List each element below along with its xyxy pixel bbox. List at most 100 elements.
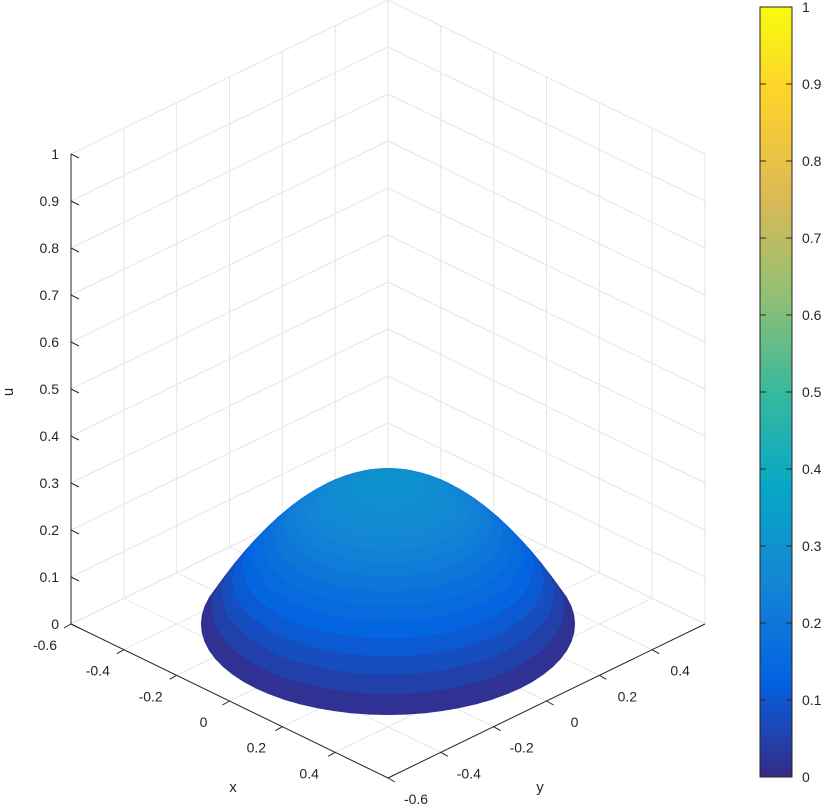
y-tick-mark (599, 674, 607, 680)
y-tick-mark (546, 700, 554, 706)
y-tick-mark (651, 649, 660, 655)
surface-facet (378, 550, 389, 564)
z-tick-mark (70, 294, 80, 300)
colorbar-tick-label: 0.5 (802, 384, 822, 400)
colorbar-tick-label: 0.4 (802, 461, 822, 477)
surface-facet (365, 575, 379, 592)
x-tick-label: 0.2 (247, 740, 267, 756)
colorbar-tick-label: 0.7 (802, 230, 822, 246)
z-tick-label: 0.2 (40, 522, 60, 538)
colorbar: 0 0.1 0.2 0.3 0.4 0.5 0.6 0.7 0.8 0.9 1 (759, 0, 822, 785)
surface-facet (371, 655, 389, 676)
surface-facet (387, 655, 405, 676)
surface-facet (404, 692, 425, 715)
surface-facet (387, 590, 401, 607)
surface-facet (422, 690, 443, 714)
surface-facet (402, 654, 421, 676)
colorbar-tick-label: 0.6 (802, 307, 822, 323)
x-tick-label: -0.6 (33, 637, 57, 653)
y-tick-mark (387, 777, 396, 783)
surface-facet (316, 687, 338, 712)
surface-facet (387, 576, 400, 592)
surface-facet (351, 692, 372, 715)
z-tick-mark (70, 529, 80, 535)
surface-facet (399, 604, 415, 623)
surface-facet (387, 539, 397, 552)
z-tick-mark (70, 200, 80, 206)
surface-mesh (200, 468, 576, 716)
y-tick-label: 0.4 (670, 663, 690, 679)
surface-facet (387, 550, 398, 564)
colorbar-tick-label: 0.1 (802, 692, 822, 708)
x-tick-label: -0.4 (86, 663, 110, 679)
y-tick-label: -0.4 (457, 765, 481, 781)
z-tick-label: 0.7 (40, 287, 60, 303)
surface-facet (413, 618, 431, 638)
colorbar-ticks: 0 0.1 0.2 0.3 0.4 0.5 0.6 0.7 0.8 0.9 1 (760, 0, 822, 785)
y-tick-label: 0.2 (618, 688, 638, 704)
y-axis-label: y (536, 779, 544, 796)
surface-facet (397, 575, 411, 592)
x-tick-mark (275, 726, 283, 732)
colorbar-tick-label: 0.3 (802, 538, 822, 554)
colorbar-tick-label: 0.8 (802, 153, 822, 169)
surface-facet (387, 674, 406, 695)
surface-facet (379, 539, 389, 552)
z-tick-label: 0.8 (40, 240, 60, 256)
x-tick-mark (222, 700, 230, 706)
surface-facet (345, 618, 363, 638)
z-tick-mark (70, 482, 80, 488)
z-tick-mark (70, 341, 80, 347)
y-tick-label: -0.2 (510, 740, 534, 756)
surface-facet (370, 674, 389, 695)
x-tick-mark (169, 674, 177, 680)
z-tick-label: 0.4 (40, 428, 60, 444)
colorbar-tick-label: 0 (802, 769, 810, 785)
colorbar-tick-label: 0.2 (802, 615, 822, 631)
surface-facet (387, 638, 404, 657)
surface-facet (420, 671, 440, 694)
x-tick-label: -0.2 (139, 688, 163, 704)
surface-facet (369, 693, 389, 716)
surface-facet (387, 693, 407, 716)
surface-facet (339, 652, 358, 674)
surface-facet (387, 518, 395, 530)
x-tick-label: 0.4 (299, 765, 319, 781)
surface-facet (401, 637, 419, 657)
z-axis-label: u (0, 388, 17, 396)
surface-facet (387, 621, 403, 640)
colorbar-tick-label: 1 (802, 0, 810, 15)
surface-facet (418, 652, 437, 674)
y-tick-label: -0.6 (404, 791, 428, 805)
z-tick-mark (70, 623, 80, 629)
z-tick-mark (70, 153, 80, 159)
z-tick-label: 0.6 (40, 334, 60, 350)
surface-facet (355, 654, 374, 676)
z-tick-label: 0.3 (40, 475, 60, 491)
surface-facet (361, 604, 377, 623)
x-tick-mark (116, 649, 125, 655)
surface-facet (398, 589, 413, 607)
surface-facet (400, 620, 417, 639)
colorbar-tick-label: 0.9 (802, 76, 822, 92)
surface-facet (383, 501, 389, 511)
surface-facet (372, 638, 389, 657)
surface-facet (438, 687, 460, 712)
surface-facet (403, 673, 423, 695)
surface-facet (387, 501, 393, 511)
surface-facet (395, 550, 407, 564)
surface-facet (381, 518, 389, 530)
surface-facet (380, 528, 389, 540)
z-tick-mark (70, 576, 80, 582)
surface-facet (396, 562, 409, 578)
surface-facet (377, 563, 389, 578)
tick-labels: 0 0.1 0.2 0.3 0.4 0.5 0.6 0.7 0.8 0.9 1 -0.6 -0.4 -0.… (33, 146, 690, 805)
surface-facet (333, 690, 354, 714)
z-tick-label: 0.5 (40, 381, 60, 397)
surface-facet (363, 589, 378, 607)
surface-facet (367, 562, 380, 578)
x-axis-label: x (229, 779, 237, 796)
surface-facet (376, 576, 389, 592)
y-tick-label: 0 (571, 714, 579, 730)
surface-facet (336, 671, 356, 694)
